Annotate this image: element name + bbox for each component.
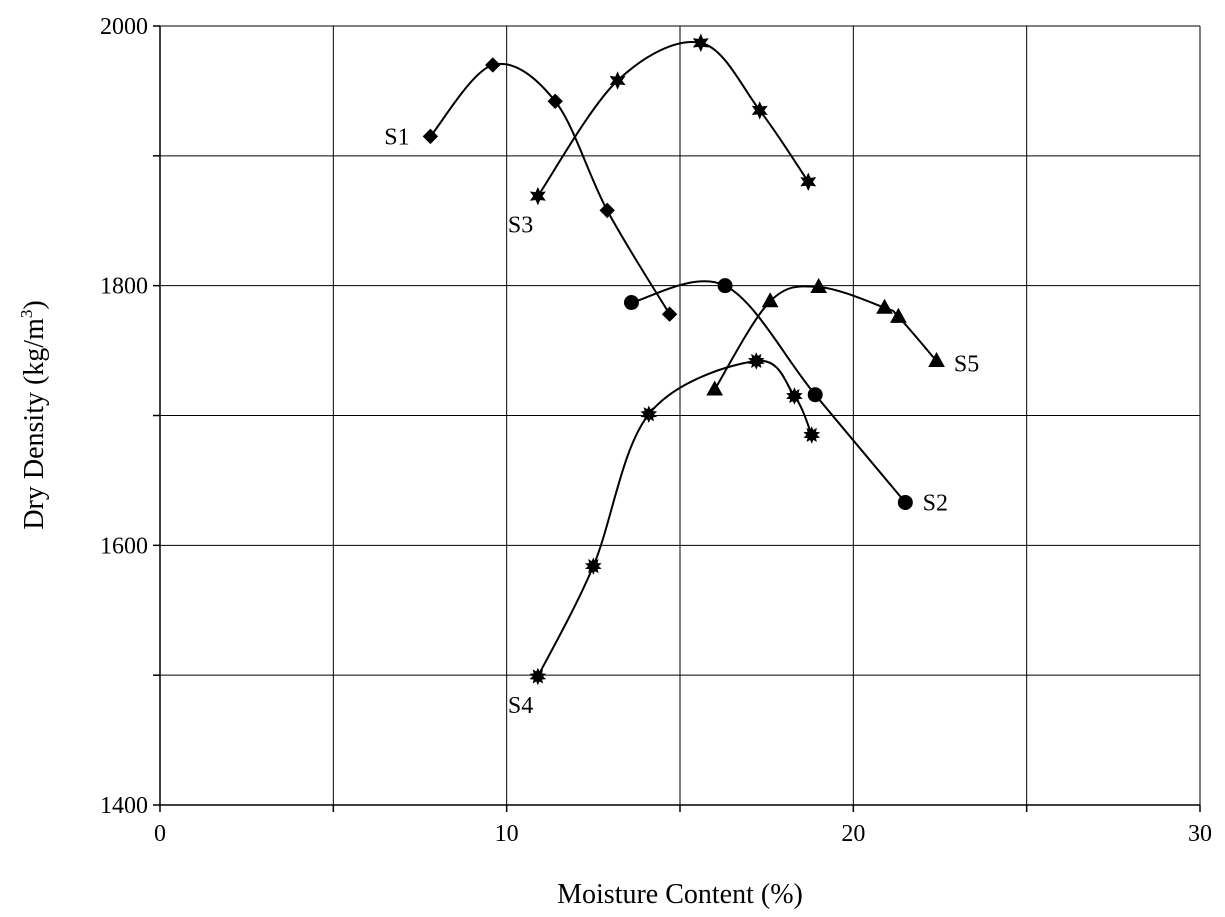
series-point-s3-1: [609, 71, 626, 90]
y-axis-label-main: Dry Density (kg/m: [19, 318, 50, 530]
series-point-s1-4: [661, 306, 678, 322]
y-tick-label-1800: 1800: [100, 274, 148, 300]
axes: 0 10 20 30 1400 1600 1800 2000: [100, 14, 1212, 847]
series-point-s4-0: [529, 667, 547, 686]
series-point-s1-0: [422, 128, 439, 145]
series-label-s5: S5: [954, 352, 979, 378]
series-label-s3: S3: [508, 213, 533, 239]
series-point-s5-2: [810, 277, 828, 293]
series-point-s3-4: [800, 172, 817, 192]
x-tick-label-20: 20: [841, 821, 865, 847]
series-point-s1-1: [485, 57, 501, 73]
series-point-s5-1: [761, 292, 779, 308]
series-point-s5-0: [706, 380, 724, 396]
series-point-s4-5: [803, 426, 821, 444]
series-point-s1-2: [547, 93, 563, 110]
x-tick-label-0: 0: [154, 821, 166, 847]
series-point-s3-0: [529, 186, 546, 206]
series-point-s4-3: [747, 352, 765, 370]
series-point-s4-1: [584, 557, 602, 575]
series-markers: [422, 33, 945, 686]
series-point-s5-4: [890, 307, 907, 323]
series-point-s5-5: [928, 351, 945, 367]
y-axis-label-superscript: 3: [17, 310, 36, 319]
series-point-s5-3: [876, 298, 893, 314]
series-curve-s4: [536, 359, 813, 677]
series-label-s2: S2: [923, 490, 948, 516]
series-point-s2-0: [623, 295, 639, 311]
series-curve-s1: [429, 62, 671, 315]
x-axis-label: Moisture Content (%): [557, 879, 803, 910]
series-point-s2-2: [807, 387, 823, 403]
y-tick-label-2000: 2000: [100, 14, 148, 40]
series-curve-s2: [631, 280, 907, 504]
series-point-s1-3: [599, 202, 615, 219]
series-point-s3-2: [692, 33, 709, 53]
grid-lines: [160, 25, 1201, 805]
series-point-s2-1: [717, 278, 733, 294]
y-tick-label-1600: 1600: [100, 533, 148, 559]
series-label-s1: S1: [384, 124, 409, 150]
series-curve-s3: [537, 41, 810, 197]
series-labels: S1 S2 S3 S4 S5: [384, 124, 979, 719]
series-point-s2-3: [897, 494, 913, 510]
y-axis-label: Dry Density (kg/m3): [17, 300, 50, 529]
x-tick-label-30: 30: [1188, 821, 1212, 847]
series-point-s4-4: [786, 387, 803, 405]
series-label-s4: S4: [508, 693, 533, 719]
x-tick-label-10: 10: [495, 821, 519, 847]
series-point-s4-2: [640, 405, 658, 423]
y-tick-label-1400: 1400: [100, 793, 148, 819]
series-point-s3-3: [751, 101, 768, 120]
series-curve-s5: [713, 285, 938, 391]
y-axis-label-close: ): [19, 300, 50, 309]
